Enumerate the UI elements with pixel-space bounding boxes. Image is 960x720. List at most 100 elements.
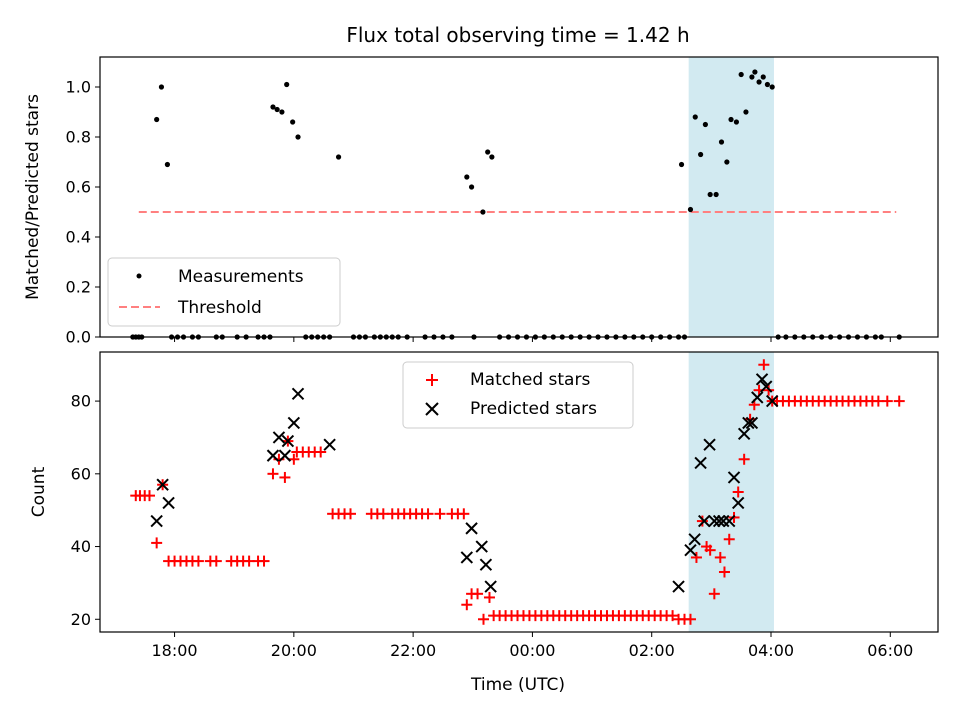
measurement-point — [687, 206, 694, 213]
predicted-point-stroke — [287, 416, 301, 430]
measurement-point — [733, 119, 740, 125]
predicted-point-stroke — [281, 434, 295, 448]
predicted-point — [688, 533, 701, 546]
matched-point — [723, 533, 735, 545]
ratio-shaded-region — [688, 57, 774, 337]
predicted-point — [479, 558, 493, 571]
predicted-point-stroke — [765, 394, 779, 408]
predicted-point — [755, 373, 769, 386]
predicted-point — [150, 514, 163, 528]
ratio-y-tick-label: 0.6 — [66, 178, 91, 197]
predicted-point — [684, 543, 697, 557]
predicted-point-stroke — [694, 456, 707, 470]
measurement-point — [270, 104, 276, 110]
measurement-point — [335, 154, 342, 160]
ratio-y-tick-label: 1.0 — [66, 78, 91, 97]
measurement-point — [760, 74, 766, 80]
predicted-point-stroke — [684, 543, 697, 557]
measurement-point — [164, 161, 170, 168]
measurement-point — [702, 121, 708, 128]
matched-point — [732, 486, 744, 498]
matched-point — [684, 613, 696, 625]
matched-point — [151, 537, 163, 549]
matched-point — [483, 591, 495, 603]
predicted-point — [760, 380, 773, 393]
matched-point — [273, 453, 285, 465]
predicted-point — [266, 449, 280, 462]
predicted-point — [272, 431, 286, 444]
matched-point — [258, 555, 270, 567]
predicted-point — [484, 580, 497, 593]
predicted-point — [162, 496, 175, 510]
x-tick-label: 06:00 — [867, 641, 913, 660]
predicted-point — [727, 471, 741, 484]
ratio-y-tick-label: 0.0 — [66, 328, 91, 347]
matched-point — [704, 544, 716, 556]
predicted-point-stroke — [745, 416, 759, 430]
measurement-point — [692, 114, 698, 120]
measurement-point — [713, 191, 719, 198]
matched-point — [718, 566, 730, 578]
matched-point — [758, 359, 770, 371]
predicted-point — [278, 449, 292, 462]
predicted-point-stroke — [703, 438, 716, 451]
matched-point — [893, 395, 905, 407]
ratio-panel: 0.0 0.2 0.4 0.6 0.8 1.0 Matched/Predicted sta… — [23, 56, 939, 347]
predicted-point-stroke — [697, 514, 711, 528]
x-tick-label: 04:00 — [748, 641, 794, 660]
measurement-point — [290, 119, 296, 125]
chart-title: Flux total observing time = 1.42 h — [346, 23, 689, 47]
measurement-point — [158, 84, 165, 90]
predicted-point — [751, 391, 764, 404]
predicted-point — [745, 416, 759, 430]
measurement-point — [728, 116, 734, 123]
matched-point — [744, 413, 756, 425]
matched-point — [345, 508, 357, 520]
matched-point — [738, 453, 750, 465]
matched-point — [696, 515, 708, 527]
predicted-point — [672, 580, 685, 593]
matched-point — [144, 490, 156, 502]
predicted-point-stroke — [278, 449, 292, 462]
measurement-point — [485, 149, 491, 155]
predicted-point — [465, 522, 478, 535]
predicted-point-stroke — [737, 427, 751, 441]
predicted-point-stroke — [479, 558, 493, 571]
measurement-point — [769, 84, 775, 90]
measurement-point — [743, 109, 749, 115]
predicted-star-points — [150, 373, 779, 593]
count-axes-frame — [99, 351, 939, 633]
predicted-point — [291, 387, 305, 401]
predicted-point-stroke — [760, 380, 773, 393]
count-panel: 20 40 60 80 18:00 20:00 22:00 00:00 02:00 04:00 0… — [29, 351, 939, 695]
matched-point — [714, 551, 726, 563]
measurement-point — [274, 106, 280, 113]
measurement-point — [764, 81, 771, 88]
legend-predicted-marker — [425, 402, 439, 416]
predicted-point-stroke — [672, 580, 685, 593]
legend-matched-label: Matched stars — [470, 370, 590, 390]
predicted-point-stroke — [156, 478, 169, 491]
matched-point — [461, 599, 473, 611]
predicted-point-stroke — [475, 540, 488, 553]
legend-predicted-label: Predicted stars — [470, 399, 597, 419]
x-tick-label: 22:00 — [390, 641, 436, 660]
predicted-point-stroke — [731, 496, 745, 510]
predicted-point-stroke — [465, 522, 478, 535]
measurement-point — [468, 184, 475, 190]
measurement-point — [707, 191, 713, 198]
predicted-point-stroke — [484, 580, 497, 593]
matched-point — [210, 555, 222, 567]
predicted-point — [281, 434, 295, 448]
matched-point — [267, 468, 279, 480]
measurement-point — [464, 174, 470, 180]
count-y-tick-label: 20 — [71, 610, 91, 629]
predicted-point-stroke — [742, 416, 755, 430]
matched-point — [472, 588, 484, 600]
count-legend-box — [402, 361, 634, 429]
count-y-ticks: 20 40 60 80 — [71, 392, 100, 629]
count-y-tick-label: 40 — [71, 537, 91, 556]
ratio-legend-box — [107, 257, 341, 327]
matched-point — [478, 613, 490, 625]
predicted-point — [737, 427, 751, 441]
